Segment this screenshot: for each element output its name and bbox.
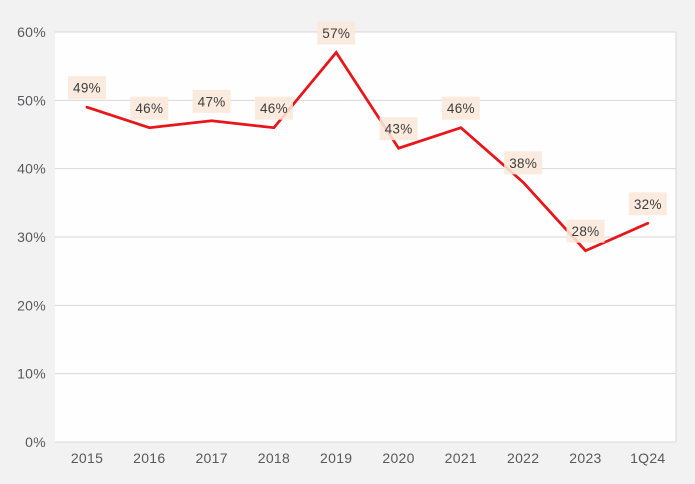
data-label-box: [628, 192, 667, 216]
data-label-text: 38%: [509, 156, 537, 171]
data-label-text: 43%: [385, 122, 413, 137]
y-axis-label: 0%: [25, 434, 46, 450]
x-axis-label: 2020: [382, 450, 414, 466]
x-axis-label: 2015: [71, 450, 103, 466]
data-label-box: [566, 219, 605, 243]
data-label-box: [68, 76, 106, 100]
x-axis-label: 2018: [258, 450, 290, 466]
data-series-line: [85, 50, 650, 253]
data-label-text: 47%: [198, 94, 226, 109]
data-label-text: 46%: [447, 101, 475, 116]
data-label-text: 46%: [135, 101, 163, 116]
data-label-box: [379, 117, 418, 141]
x-axis-label: 1Q24: [630, 450, 665, 466]
x-axis-label: 2023: [569, 450, 601, 466]
y-axis-label: 60%: [17, 24, 46, 40]
data-label-text: 28%: [572, 224, 600, 239]
data-label-text: 32%: [634, 197, 662, 212]
data-label-box: [192, 89, 231, 113]
data-label-box: [441, 96, 480, 120]
x-axis-label: 2019: [320, 450, 352, 466]
y-axis-label: 30%: [17, 229, 46, 245]
data-label-text: 46%: [260, 101, 288, 116]
data-label-box: [254, 96, 293, 120]
x-axis-label: 2017: [195, 450, 227, 466]
y-axis-label: 10%: [17, 366, 46, 382]
data-label-text: 57%: [322, 26, 350, 41]
y-axis-label: 40%: [17, 161, 46, 177]
data-label-box: [130, 96, 169, 120]
data-label-box: [504, 151, 543, 175]
y-axis-label: 50%: [17, 92, 46, 108]
data-label-text: 49%: [73, 81, 101, 96]
x-axis-label: 2021: [445, 450, 477, 466]
x-axis-label: 2016: [133, 450, 165, 466]
y-axis-label: 20%: [17, 297, 46, 313]
data-label-box: [317, 21, 356, 45]
x-axis-label: 2022: [507, 450, 539, 466]
